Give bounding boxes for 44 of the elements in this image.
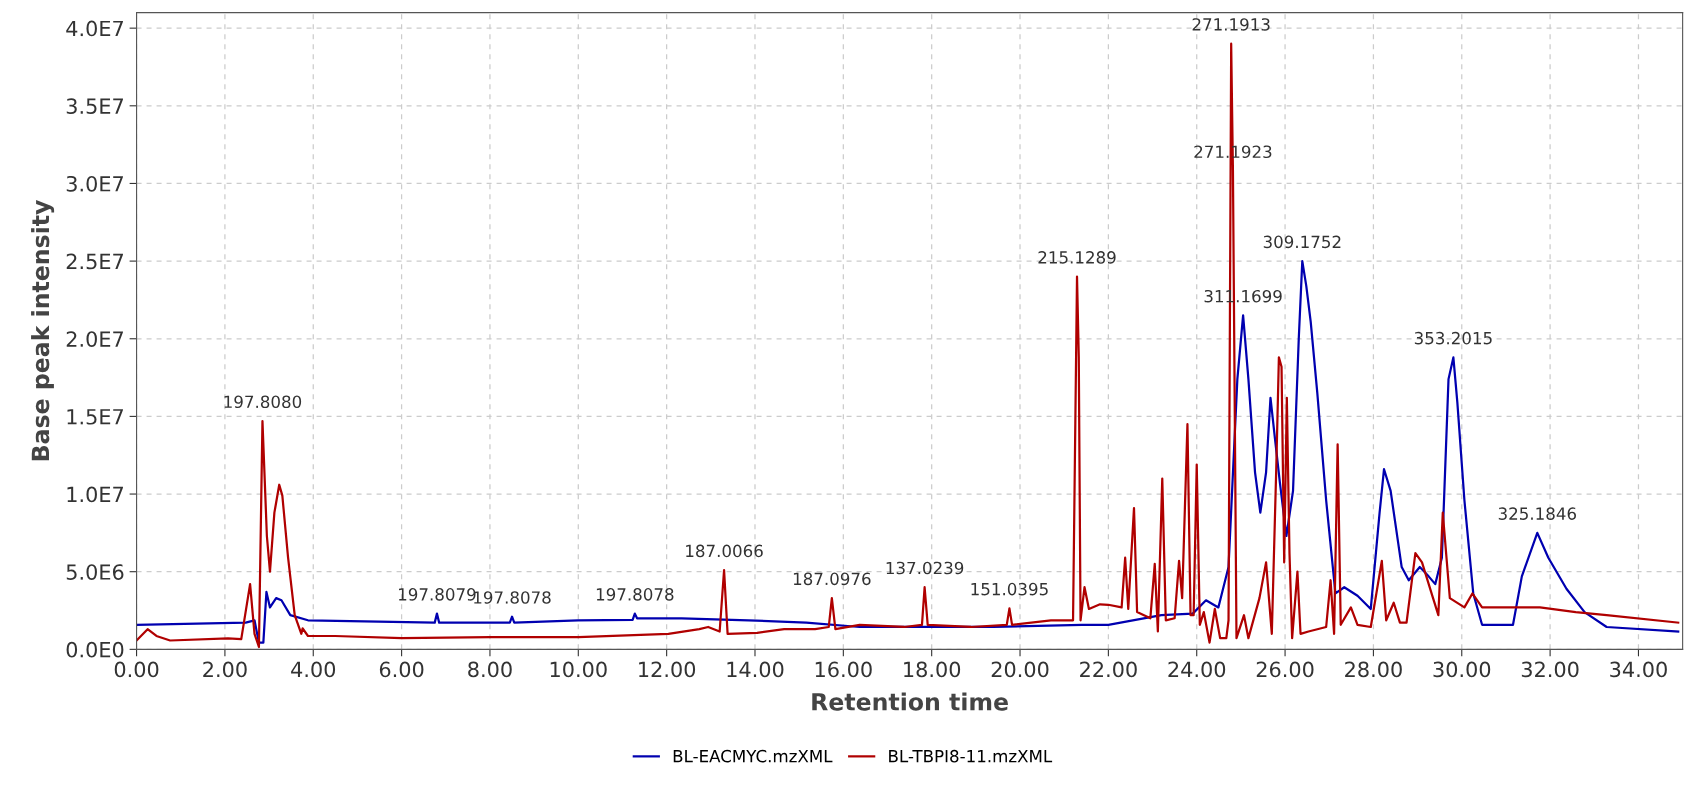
- y-tick-label: 0.0E0: [66, 641, 124, 658]
- y-tick-label: 5.0E6: [66, 564, 124, 580]
- x-tick-label: 30.00: [1433, 661, 1491, 678]
- annotation: 215.1289: [1038, 251, 1116, 264]
- x-axis-title: Retention time: [812, 692, 1008, 711]
- y-axis-title: Base peak intensity: [31, 200, 55, 461]
- x-tick-label: 10.00: [550, 661, 607, 678]
- annotation: 197.8079: [399, 588, 476, 601]
- y-tick-label: 4.0E7: [66, 20, 123, 37]
- y-tick-label: 3.0E7: [66, 175, 123, 192]
- x-tick-label: 12.00: [639, 661, 696, 678]
- x-tick-label: 20.00: [991, 661, 1049, 678]
- annotation: 353.2015: [1414, 331, 1492, 345]
- annotation: 187.0066: [686, 544, 763, 558]
- x-tick-label: 18.00: [904, 661, 961, 678]
- x-tick-label: 8.00: [468, 661, 512, 678]
- annotation: 325.1846: [1498, 507, 1577, 520]
- annotation: 197.8078: [596, 588, 674, 601]
- y-tick-label: 1.0E7: [67, 486, 123, 503]
- legend-label: BL-TBPI8-11.mzXML: [889, 749, 1053, 763]
- legend-label: BL-EACMYC.mzXML: [673, 749, 833, 763]
- x-tick-label: 24.00: [1168, 661, 1226, 678]
- x-tick-label: 4.00: [291, 661, 336, 678]
- x-tick-label: 32.00: [1521, 661, 1579, 678]
- x-tick-label: 16.00: [815, 661, 872, 678]
- y-tick-label: 2.0E7: [66, 331, 123, 347]
- annotation: 309.1752: [1263, 235, 1341, 249]
- x-tick-label: 22.00: [1080, 661, 1137, 678]
- x-tick-label: 14.00: [727, 661, 784, 678]
- annotation: 137.0239: [886, 561, 964, 575]
- x-tick-label: 2.00: [203, 661, 247, 678]
- annotation: 197.8078: [474, 591, 551, 604]
- annotation: 187.0976: [793, 572, 871, 586]
- y-tick-label: 3.5E7: [66, 98, 123, 115]
- x-tick-label: 28.00: [1345, 661, 1402, 678]
- annotation: 151.0395: [971, 582, 1048, 596]
- x-tick-label: 6.00: [379, 661, 424, 678]
- annotation: 197.8080: [224, 395, 302, 409]
- x-tick-label: 34.00: [1610, 661, 1667, 678]
- x-tick-label: 26.00: [1256, 661, 1314, 678]
- y-tick-label: 1.5E7: [67, 409, 123, 425]
- annotation: 271.1913: [1192, 18, 1270, 31]
- x-tick-label: 0.00: [114, 661, 159, 678]
- y-tick-label: 2.5E7: [66, 253, 123, 270]
